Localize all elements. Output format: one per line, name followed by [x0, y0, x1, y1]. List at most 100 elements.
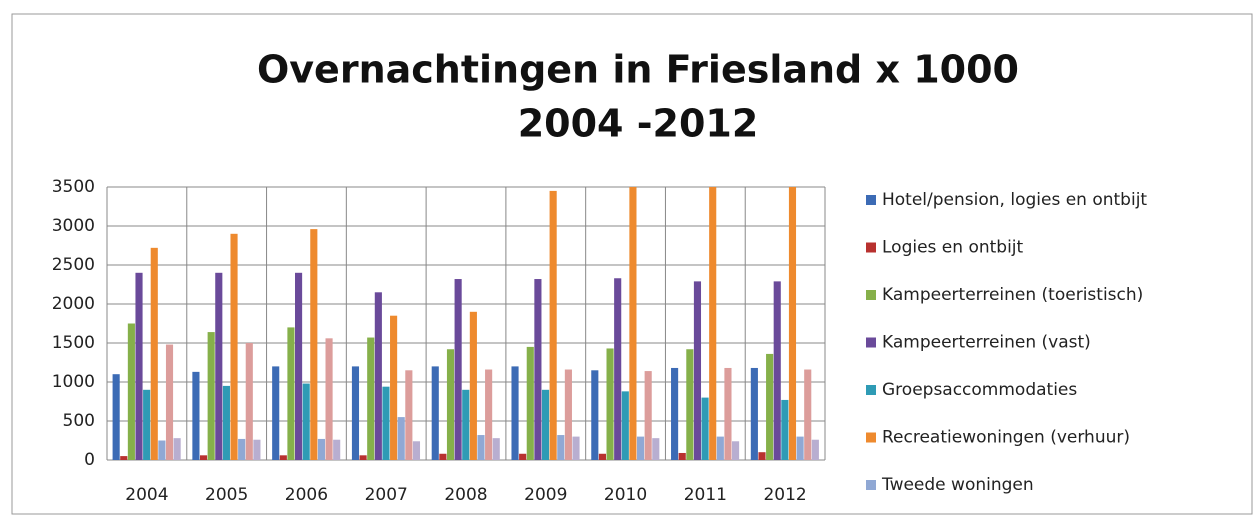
bar [150, 247, 158, 460]
bar [591, 370, 599, 460]
bar [222, 385, 230, 460]
bar [804, 369, 812, 460]
bar [693, 281, 702, 460]
y-tick-label: 0 [84, 450, 95, 470]
bar [199, 455, 208, 460]
bar [173, 438, 181, 460]
bar [564, 369, 572, 460]
bar [477, 435, 485, 460]
bar [367, 337, 375, 460]
bar [788, 187, 797, 460]
bar [158, 440, 166, 460]
bar [701, 397, 709, 460]
x-tick-label: 2005 [205, 485, 248, 505]
bar [207, 332, 215, 460]
bar [572, 436, 580, 460]
bar [766, 353, 774, 460]
bar [295, 272, 303, 460]
chart-subtitle: 2004 -2012 [518, 102, 759, 146]
bar [796, 436, 804, 460]
bar [238, 438, 246, 460]
y-tick-label: 1500 [52, 333, 95, 353]
x-tick-label: 2012 [763, 485, 806, 505]
bar [485, 369, 493, 460]
legend-swatch [866, 290, 876, 300]
y-tick-label: 3000 [52, 216, 95, 236]
bar [431, 366, 439, 460]
bar [374, 292, 382, 460]
bar [541, 389, 550, 460]
x-tick-label: 2009 [524, 485, 567, 505]
bar [462, 389, 470, 460]
bar [382, 386, 390, 460]
bar [143, 389, 151, 460]
x-tick-label: 2010 [604, 485, 647, 505]
bar [245, 343, 253, 460]
bar [120, 456, 128, 460]
bar [230, 233, 238, 460]
legend-label: Groepsaccommodaties [882, 380, 1077, 400]
bar [526, 346, 534, 460]
bar [492, 438, 500, 460]
bar [724, 367, 732, 460]
bar [534, 279, 542, 460]
x-tick-label: 2008 [444, 485, 487, 505]
x-tick-label: 2011 [684, 485, 727, 505]
y-tick-label: 500 [63, 411, 95, 431]
legend-swatch [866, 480, 876, 490]
bar [287, 327, 295, 460]
bar [557, 435, 565, 460]
legend-label: Kampeerterreinen (vast) [882, 333, 1091, 353]
bar [279, 455, 287, 460]
legend-label: Hotel/pension, logies en ontbijt [882, 190, 1147, 210]
bar [781, 399, 789, 460]
bar [333, 439, 341, 460]
bar [652, 438, 660, 460]
bar [678, 452, 686, 460]
bar [811, 439, 819, 460]
bar [598, 453, 606, 460]
bar [758, 452, 766, 460]
bar [644, 371, 652, 460]
bar [614, 278, 622, 460]
bar [454, 279, 462, 460]
bar [272, 366, 280, 460]
bar [606, 348, 614, 460]
bar [439, 453, 447, 460]
bar [317, 438, 326, 460]
bar [671, 367, 679, 460]
bar [750, 367, 758, 460]
y-tick-label: 3500 [52, 177, 95, 197]
bar [511, 366, 519, 460]
legend-swatch [866, 195, 876, 205]
bar [302, 383, 310, 460]
bar [469, 311, 477, 460]
bar [405, 370, 413, 460]
bar [636, 436, 645, 460]
bar [549, 190, 557, 460]
bar [135, 272, 143, 460]
bar [397, 417, 405, 460]
x-tick-label: 2006 [285, 485, 328, 505]
legend-label: Kampeerterreinen (toeristisch) [882, 285, 1143, 305]
bar [112, 374, 120, 460]
bar [351, 366, 360, 460]
y-tick-label: 1000 [52, 372, 95, 392]
bar [773, 281, 781, 460]
bar [390, 315, 398, 460]
legend-label: Recreatiewoningen (verhuur) [882, 428, 1130, 448]
y-tick-label: 2500 [52, 255, 95, 275]
bar [686, 349, 694, 460]
bar [165, 344, 174, 460]
bar [519, 453, 527, 460]
bar [127, 323, 135, 460]
bar [253, 439, 261, 460]
bar [621, 391, 629, 460]
bar [325, 338, 333, 460]
bar [629, 187, 637, 460]
bar [215, 272, 223, 460]
bar [446, 349, 455, 460]
bar [709, 187, 717, 460]
